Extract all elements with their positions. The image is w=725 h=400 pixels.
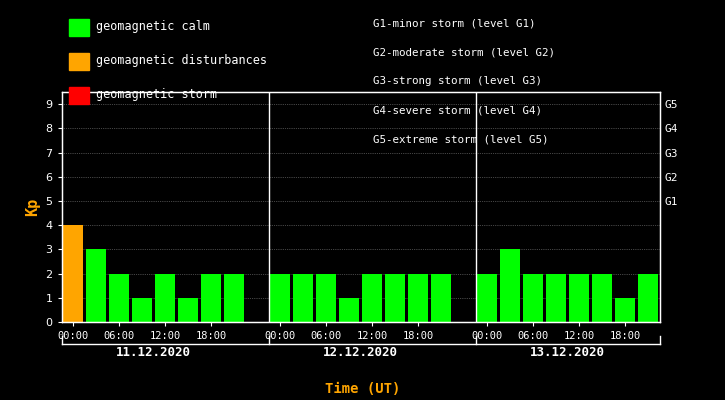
Bar	[500, 249, 520, 322]
Bar	[178, 298, 198, 322]
Bar	[523, 274, 543, 322]
Text: 13.12.2020: 13.12.2020	[530, 346, 605, 359]
Bar	[362, 274, 382, 322]
Text: Time (UT): Time (UT)	[325, 382, 400, 396]
Bar	[592, 274, 612, 322]
Bar	[109, 274, 129, 322]
Bar	[133, 298, 152, 322]
Text: geomagnetic disturbances: geomagnetic disturbances	[96, 54, 268, 67]
Bar	[270, 274, 290, 322]
Text: G2-moderate storm (level G2): G2-moderate storm (level G2)	[373, 47, 555, 57]
Bar	[202, 274, 221, 322]
Bar	[86, 249, 106, 322]
Text: G5-extreme storm (level G5): G5-extreme storm (level G5)	[373, 135, 549, 145]
Bar	[339, 298, 359, 322]
Y-axis label: Kp: Kp	[25, 198, 40, 216]
Text: geomagnetic storm: geomagnetic storm	[96, 88, 218, 101]
Text: geomagnetic calm: geomagnetic calm	[96, 20, 210, 33]
Bar	[63, 225, 83, 322]
Text: G1-minor storm (level G1): G1-minor storm (level G1)	[373, 18, 536, 28]
Bar	[478, 274, 497, 322]
Bar	[616, 298, 635, 322]
Text: 12.12.2020: 12.12.2020	[323, 346, 398, 359]
Bar	[386, 274, 405, 322]
Bar	[547, 274, 566, 322]
Bar	[224, 274, 244, 322]
Text: 11.12.2020: 11.12.2020	[116, 346, 191, 359]
Text: G4-severe storm (level G4): G4-severe storm (level G4)	[373, 106, 542, 116]
Bar	[155, 274, 175, 322]
Bar	[569, 274, 589, 322]
Bar	[294, 274, 313, 322]
Bar	[316, 274, 336, 322]
Text: G3-strong storm (level G3): G3-strong storm (level G3)	[373, 76, 542, 86]
Bar	[639, 274, 658, 322]
Bar	[431, 274, 451, 322]
Bar	[408, 274, 428, 322]
